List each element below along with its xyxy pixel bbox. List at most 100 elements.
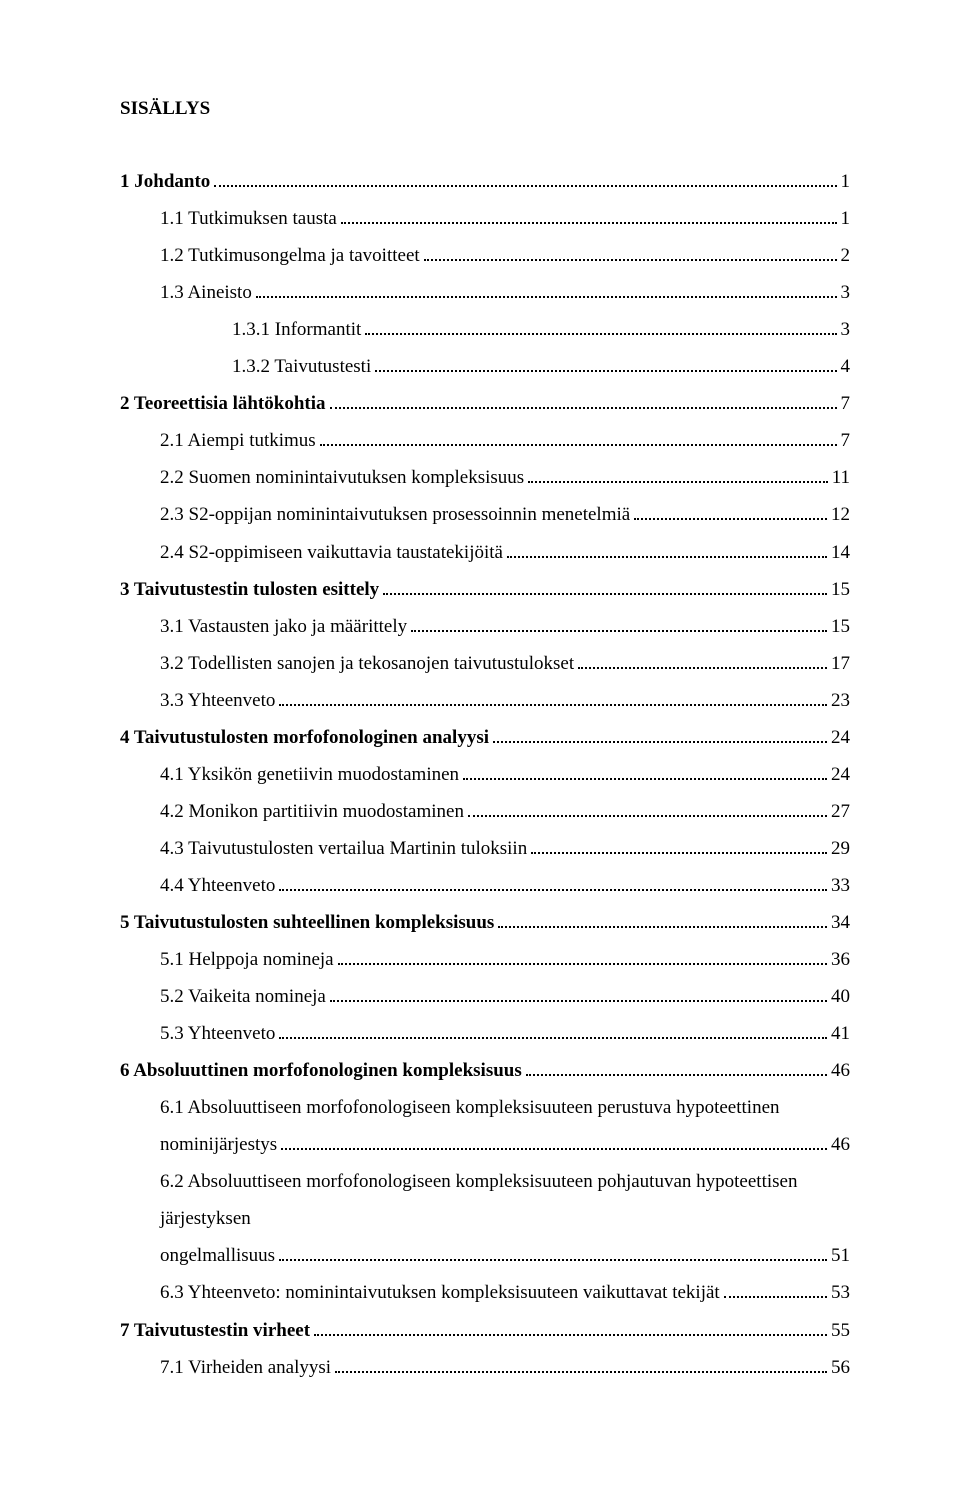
toc-entry-label: 2.2 Suomen nominintaivutuksen kompleksis…	[160, 459, 524, 496]
toc-leader	[468, 800, 827, 817]
toc-entry-label: 1.2 Tutkimusongelma ja tavoitteet	[160, 237, 420, 274]
toc-leader	[320, 429, 837, 446]
toc-entry-label: 4.2 Monikon partitiivin muodostaminen	[160, 793, 464, 830]
toc-entry: 3.3 Yhteenveto23	[120, 682, 850, 719]
toc-entry-page: 40	[831, 978, 850, 1015]
toc-leader	[330, 985, 827, 1002]
toc-entry: 5.2 Vaikeita nomineja 40	[120, 978, 850, 1015]
toc-entry-label: 4 Taivutustulosten morfofonologinen anal…	[120, 719, 489, 756]
toc-entry: 5.3 Yhteenveto 41	[120, 1015, 850, 1052]
toc-leader	[314, 1318, 827, 1335]
toc-entry-label-tail: ongelmallisuus	[160, 1237, 275, 1274]
toc-entry-page: 33	[831, 867, 850, 904]
toc-leader	[365, 318, 836, 335]
toc-leader	[498, 911, 827, 928]
toc-title: SISÄLLYS	[120, 90, 850, 127]
toc-entry: ongelmallisuus 51	[120, 1237, 850, 1274]
toc-entry-page: 27	[831, 793, 850, 830]
toc-leader	[335, 1355, 827, 1372]
toc-leader	[375, 355, 836, 372]
toc-entry-label: 3.3 Yhteenveto	[160, 682, 275, 719]
toc-entry-label: 4.3 Taivutustulosten vertailua Martinin …	[160, 830, 527, 867]
toc-leader	[634, 503, 827, 520]
toc-entry: 3.2 Todellisten sanojen ja tekosanojen t…	[120, 645, 850, 682]
toc-entry-page: 24	[831, 756, 850, 793]
toc-entry-page: 17	[831, 645, 850, 682]
toc-leader	[531, 837, 827, 854]
toc-leader	[724, 1281, 827, 1298]
toc-leader	[279, 1244, 827, 1261]
toc-entry-label: 7 Taivutustestin virheet	[120, 1312, 310, 1349]
toc-entry-page: 15	[831, 571, 850, 608]
toc-entry-page: 46	[831, 1052, 850, 1089]
toc-entry-page: 55	[831, 1312, 850, 1349]
toc-entry-page: 36	[831, 941, 850, 978]
toc-entry-label: 6.1 Absoluuttiseen morfofonologiseen kom…	[160, 1097, 780, 1118]
toc-entry: 1.3.2 Taivutustesti 4	[120, 348, 850, 385]
toc-entry-label: 2.4 S2-oppimiseen vaikuttavia taustateki…	[160, 534, 503, 571]
toc-entry-page: 4	[841, 348, 851, 385]
toc-leader	[281, 1133, 827, 1150]
toc-container: 1 Johdanto11.1 Tutkimuksen tausta11.2 Tu…	[120, 163, 850, 1386]
toc-entry-label: 5.2 Vaikeita nomineja	[160, 978, 326, 1015]
toc-entry-page: 56	[831, 1349, 850, 1386]
toc-entry: 4.2 Monikon partitiivin muodostaminen 27	[120, 793, 850, 830]
toc-entry: 7 Taivutustestin virheet 55	[120, 1312, 850, 1349]
toc-entry: 3.1 Vastausten jako ja määrittely 15	[120, 608, 850, 645]
toc-entry-label: 6 Absoluuttinen morfofonologinen komplek…	[120, 1052, 522, 1089]
toc-entry-label: 4.4 Yhteenveto	[160, 867, 275, 904]
toc-entry: 3 Taivutustestin tulosten esittely15	[120, 571, 850, 608]
toc-entry-label: 2 Teoreettisia lähtökohtia	[120, 385, 326, 422]
toc-entry-page: 24	[831, 719, 850, 756]
toc-entry: 6 Absoluuttinen morfofonologinen komplek…	[120, 1052, 850, 1089]
toc-leader	[424, 244, 837, 261]
toc-entry: 2.1 Aiempi tutkimus7	[120, 422, 850, 459]
toc-entry: 4 Taivutustulosten morfofonologinen anal…	[120, 719, 850, 756]
toc-entry: 6.3 Yhteenveto: nominintaivutuksen kompl…	[120, 1274, 850, 1311]
toc-leader	[279, 874, 827, 891]
toc-entry: 4.4 Yhteenveto 33	[120, 867, 850, 904]
toc-entry-page: 51	[831, 1237, 850, 1274]
toc-entry: 2.3 S2-oppijan nominintaivutuksen proses…	[120, 496, 850, 533]
toc-entry-page: 11	[832, 459, 850, 496]
toc-leader	[214, 170, 836, 187]
toc-entry-page: 7	[841, 385, 851, 422]
toc-entry: 4.1 Yksikön genetiivin muodostaminen24	[120, 756, 850, 793]
toc-entry-label: 5.3 Yhteenveto	[160, 1015, 275, 1052]
toc-entry: 1.3 Aineisto 3	[120, 274, 850, 311]
toc-entry-label: 3.1 Vastausten jako ja määrittely	[160, 608, 407, 645]
toc-entry: nominijärjestys46	[120, 1126, 850, 1163]
toc-leader	[526, 1059, 827, 1076]
toc-entry-page: 14	[831, 534, 850, 571]
toc-entry-page: 7	[841, 422, 851, 459]
toc-entry-label: 1.3.2 Taivutustesti	[232, 348, 371, 385]
toc-entry: 4.3 Taivutustulosten vertailua Martinin …	[120, 830, 850, 867]
toc-entry-page: 2	[841, 237, 851, 274]
toc-entry-page: 15	[831, 608, 850, 645]
toc-entry-page: 34	[831, 904, 850, 941]
toc-entry: 2.4 S2-oppimiseen vaikuttavia taustateki…	[120, 534, 850, 571]
toc-entry-page: 3	[841, 274, 851, 311]
toc-entry-page: 12	[831, 496, 850, 533]
toc-entry-page: 29	[831, 830, 850, 867]
toc-leader	[411, 614, 827, 631]
toc-leader	[507, 540, 827, 557]
toc-leader	[528, 466, 828, 483]
toc-entry-label: 1 Johdanto	[120, 163, 210, 200]
toc-entry-page: 53	[831, 1274, 850, 1311]
toc-leader	[493, 726, 827, 743]
toc-entry-label: 1.3 Aineisto	[160, 274, 252, 311]
toc-entry-page: 41	[831, 1015, 850, 1052]
toc-leader	[279, 1022, 827, 1039]
toc-leader	[578, 651, 827, 668]
toc-entry: 2.2 Suomen nominintaivutuksen kompleksis…	[120, 459, 850, 496]
toc-entry-label: 5 Taivutustulosten suhteellinen kompleks…	[120, 904, 494, 941]
toc-entry-page: 46	[831, 1126, 850, 1163]
toc-leader	[341, 207, 837, 224]
toc-entry-label: 2.3 S2-oppijan nominintaivutuksen proses…	[160, 496, 630, 533]
toc-entry-wrap: 6.1 Absoluuttiseen morfofonologiseen kom…	[120, 1089, 850, 1126]
toc-entry: 7.1 Virheiden analyysi56	[120, 1349, 850, 1386]
toc-entry-page: 3	[841, 311, 851, 348]
toc-entry: 1.3.1 Informantit3	[120, 311, 850, 348]
toc-entry-page: 1	[841, 200, 851, 237]
